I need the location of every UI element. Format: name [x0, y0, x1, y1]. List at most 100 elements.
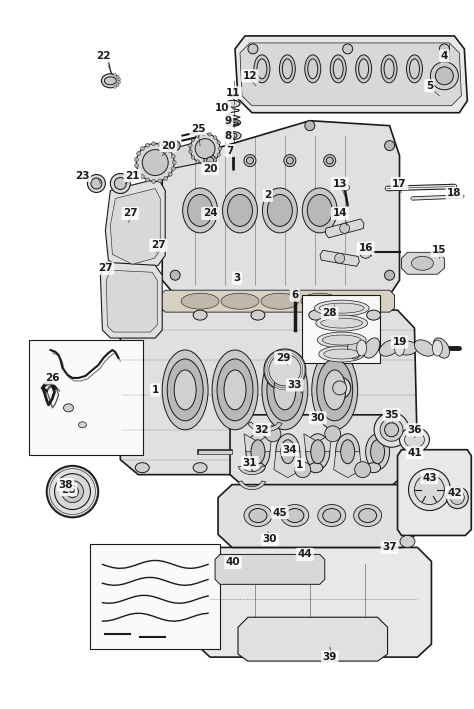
Ellipse shape — [309, 310, 323, 320]
Ellipse shape — [162, 350, 208, 430]
Ellipse shape — [170, 270, 180, 280]
Ellipse shape — [341, 440, 355, 464]
Ellipse shape — [284, 155, 296, 167]
Ellipse shape — [208, 133, 211, 136]
Ellipse shape — [244, 505, 272, 527]
Polygon shape — [304, 434, 332, 452]
Ellipse shape — [325, 426, 341, 442]
Ellipse shape — [384, 59, 394, 79]
Ellipse shape — [279, 55, 295, 83]
Ellipse shape — [414, 474, 445, 505]
Text: 28: 28 — [322, 308, 337, 318]
Ellipse shape — [196, 134, 200, 138]
Ellipse shape — [302, 188, 337, 233]
Ellipse shape — [170, 140, 180, 150]
Ellipse shape — [116, 84, 119, 86]
Ellipse shape — [55, 474, 91, 510]
Ellipse shape — [202, 162, 205, 165]
Ellipse shape — [118, 78, 121, 81]
Ellipse shape — [91, 178, 102, 189]
Ellipse shape — [188, 194, 212, 226]
Ellipse shape — [407, 55, 422, 83]
Ellipse shape — [371, 440, 384, 464]
Ellipse shape — [146, 178, 150, 182]
Ellipse shape — [164, 177, 168, 180]
Ellipse shape — [364, 338, 380, 358]
Ellipse shape — [224, 370, 246, 410]
Ellipse shape — [436, 67, 453, 85]
Text: 6: 6 — [291, 290, 299, 300]
Ellipse shape — [228, 194, 253, 226]
Ellipse shape — [66, 486, 79, 498]
Ellipse shape — [317, 359, 353, 421]
Text: 40: 40 — [226, 557, 240, 567]
Text: 1: 1 — [296, 459, 303, 469]
Ellipse shape — [164, 145, 168, 149]
Ellipse shape — [395, 341, 418, 355]
Polygon shape — [248, 422, 282, 432]
Ellipse shape — [360, 246, 372, 258]
Polygon shape — [244, 434, 272, 452]
Text: 16: 16 — [358, 243, 373, 253]
Polygon shape — [105, 179, 165, 272]
Ellipse shape — [365, 434, 390, 469]
Ellipse shape — [142, 150, 168, 176]
Text: 12: 12 — [243, 71, 257, 81]
Text: 4: 4 — [441, 51, 448, 61]
Ellipse shape — [146, 143, 150, 147]
Ellipse shape — [193, 310, 207, 320]
Polygon shape — [274, 452, 302, 478]
Ellipse shape — [322, 335, 361, 345]
Text: 41: 41 — [407, 447, 422, 458]
Ellipse shape — [305, 55, 321, 83]
Ellipse shape — [244, 155, 256, 167]
Ellipse shape — [254, 55, 270, 83]
Ellipse shape — [432, 340, 442, 356]
Polygon shape — [150, 140, 210, 171]
Ellipse shape — [267, 194, 292, 226]
Ellipse shape — [251, 440, 265, 464]
Ellipse shape — [46, 466, 99, 518]
Text: 23: 23 — [75, 171, 90, 181]
Ellipse shape — [333, 381, 346, 395]
Text: 26: 26 — [46, 373, 60, 383]
Ellipse shape — [324, 370, 346, 410]
Ellipse shape — [202, 132, 205, 135]
Ellipse shape — [251, 310, 265, 320]
Ellipse shape — [356, 340, 366, 356]
Ellipse shape — [400, 535, 415, 547]
Ellipse shape — [400, 428, 429, 452]
Text: 31: 31 — [243, 458, 257, 468]
Text: 24: 24 — [203, 208, 218, 218]
Ellipse shape — [87, 174, 105, 192]
Polygon shape — [235, 36, 467, 113]
Ellipse shape — [219, 147, 222, 150]
Polygon shape — [334, 452, 362, 478]
Ellipse shape — [335, 253, 345, 263]
Ellipse shape — [394, 340, 404, 356]
Ellipse shape — [274, 370, 296, 410]
Polygon shape — [106, 270, 157, 332]
Ellipse shape — [263, 188, 297, 233]
Ellipse shape — [319, 303, 364, 313]
Ellipse shape — [104, 77, 116, 85]
Ellipse shape — [116, 75, 119, 78]
Text: 14: 14 — [332, 208, 347, 218]
Text: 21: 21 — [125, 171, 139, 181]
Ellipse shape — [323, 508, 341, 523]
Text: 19: 19 — [392, 337, 407, 347]
Ellipse shape — [195, 139, 215, 159]
Ellipse shape — [321, 318, 363, 328]
Ellipse shape — [374, 413, 409, 447]
Ellipse shape — [101, 74, 119, 88]
Polygon shape — [160, 290, 394, 312]
Ellipse shape — [324, 155, 336, 167]
Ellipse shape — [311, 440, 325, 464]
Polygon shape — [398, 450, 471, 535]
Ellipse shape — [333, 59, 343, 79]
Polygon shape — [162, 121, 400, 295]
Text: 39: 39 — [322, 652, 337, 662]
Text: 35: 35 — [384, 410, 399, 420]
Ellipse shape — [354, 505, 382, 527]
Ellipse shape — [221, 294, 259, 309]
